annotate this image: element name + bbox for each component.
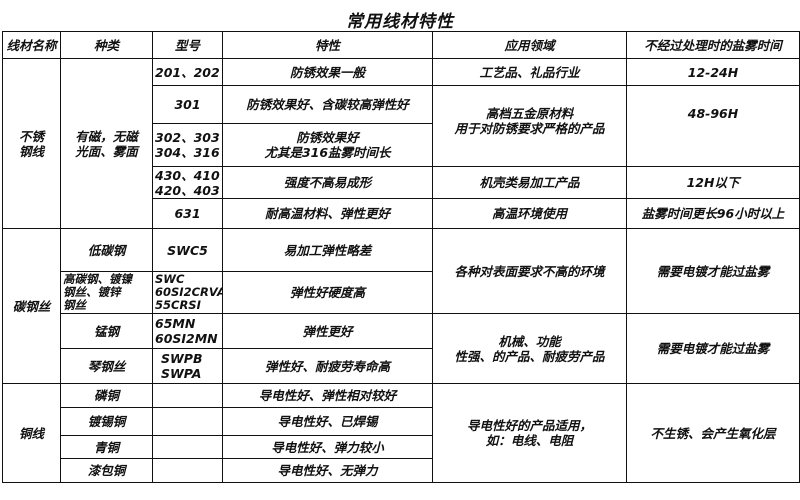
salt-spray-cell: 不生锈、会产生氧化层 [626,383,800,483]
table-row: 碳钢丝 低碳钢 SWC5 易加工弹性略差 各种对表面要求不高的环境 需要电镀才能… [2,228,800,384]
model-cell [152,458,223,483]
salt-spray-cell: 需要电镀才能过盐雾 [626,313,800,384]
material-name: 铜线 [2,383,61,483]
feature-cell: 导电性好、已焊锡 [222,407,433,436]
table-row: 锰钢 65MN 60SI2MN 弹性更好 机械、功能 性强、的产品、耐疲劳产品 … [3,313,800,384]
model-cell: SWC 60SI2CRVA、 55CRSI [152,271,223,314]
table-row: 漆包铜 导电性好、无弹力 [3,458,800,483]
header-cell: 应用领域 [432,31,627,59]
salt-spray-cell: 12H以下 [626,166,800,199]
material-name: 不锈 钢线 [2,58,61,229]
feature-cell: 耐高温材料、弹性更好 [222,198,433,229]
feature-cell: 易加工弹性略差 [222,228,433,272]
header-cell: 线材名称 [2,31,61,59]
salt-spray-cell: 盐雾时间更长96小时以上 [626,198,800,229]
kind-cell: 漆包铜 [60,458,153,483]
model-cell: 201、202 [152,58,223,86]
kind-cell: 锰钢 [60,313,153,349]
feature-cell: 防锈效果一般 [222,58,433,86]
table-row: 铜线 磷铜 导电性好、弹性相对较好 导电性好的产品适用， 如：电线、电阻 不生锈… [2,383,800,483]
kind-cell: 琴钢丝 [60,348,153,384]
header-cell: 特性 [222,31,433,59]
table-row: 301 防锈效果好、含碳较高弹性好 高档五金原材料 用于对防锈要求严格的产品 4… [3,85,800,167]
kind-cell: 磷铜 [60,383,153,408]
table-row: 不锈 钢线 有磁，无磁 光面、雾面 201、202 防锈效果一般 工艺品、礼品行… [2,58,800,229]
application-cell: 工艺品、礼品行业 [432,58,627,86]
table-row: 430、410 420、403 强度不高易成形 机壳类易加工产品 12H以下 [3,166,800,199]
kind-cell: 低碳钢 [60,228,153,272]
application-cell: 高档五金原材料 用于对防锈要求严格的产品 [432,85,627,167]
model-cell: 302、303 304、316 [152,123,223,167]
kind-cell: 高碳钢、镀镍 钢丝、镀锌 钢丝 [60,271,153,314]
model-cell: SWPB SWPA [152,348,223,384]
table-row: 631 耐高温材料、弹性更好 高温环境使用 盐雾时间更长96小时以上 [3,198,800,229]
table-row: 镀锡铜 导电性好、已焊锡 [3,407,800,436]
application-cell: 各种对表面要求不高的环境 [432,228,627,314]
feature-cell: 强度不高易成形 [222,166,433,199]
feature-cell: 导电性好、弹性相对较好 [222,383,433,408]
header-cell: 型号 [152,31,223,59]
salt-spray-cell: 需要电镀才能过盐雾 [626,228,800,314]
table-row: 青铜 导电性好、弹力较小 [3,435,800,459]
wire-properties-table: 线材名称 种类 型号 特性 应用领域 不经过处理时的盐雾时间 不锈 钢线 有磁，… [2,31,800,483]
header-cell: 种类 [60,31,153,59]
model-cell [152,407,223,436]
material-name: 碳钢丝 [2,228,61,384]
kind-cell: 青铜 [60,435,153,459]
model-cell: 301 [152,85,223,124]
salt-spray-cell: 48-96H [626,85,800,167]
feature-cell: 防锈效果好 尤其是316盐雾时间长 [222,123,433,167]
application-cell: 高温环境使用 [432,198,627,229]
model-cell [152,383,223,408]
table-row: 琴钢丝 SWPB SWPA 弹性好、耐疲劳寿命高 [3,348,800,384]
feature-cell: 导电性好、无弹力 [222,458,433,483]
kind-cell: 有磁，无磁 光面、雾面 [60,58,153,229]
application-cell: 机械、功能 性强、的产品、耐疲劳产品 [432,313,627,384]
feature-cell: 弹性更好 [222,313,433,349]
model-cell: 65MN 60SI2MN [152,313,223,349]
feature-cell: 弹性好、耐疲劳寿命高 [222,348,433,384]
header-row: 线材名称 种类 型号 特性 应用领域 不经过处理时的盐雾时间 [2,31,800,59]
feature-cell: 弹性好硬度高 [222,271,433,314]
model-cell: SWC5 [152,228,223,272]
table-row: 高碳钢、镀镍 钢丝、镀锌 钢丝 SWC 60SI2CRVA、 55CRSI 弹性… [3,271,800,314]
feature-cell: 防锈效果好、含碳较高弹性好 [222,85,433,124]
header-cell: 不经过处理时的盐雾时间 [626,31,800,59]
table-row: 302、303 304、316 防锈效果好 尤其是316盐雾时间长 [3,123,800,167]
page-title: 常用线材特性 [346,12,454,32]
model-cell: 430、410 420、403 [152,166,223,199]
salt-spray-cell: 12-24H [626,58,800,86]
application-cell: 机壳类易加工产品 [432,166,627,199]
feature-cell: 导电性好、弹力较小 [222,435,433,459]
application-cell: 导电性好的产品适用， 如：电线、电阻 [432,383,627,483]
kind-cell: 镀锡铜 [60,407,153,436]
model-cell [152,435,223,459]
model-cell: 631 [152,198,223,229]
